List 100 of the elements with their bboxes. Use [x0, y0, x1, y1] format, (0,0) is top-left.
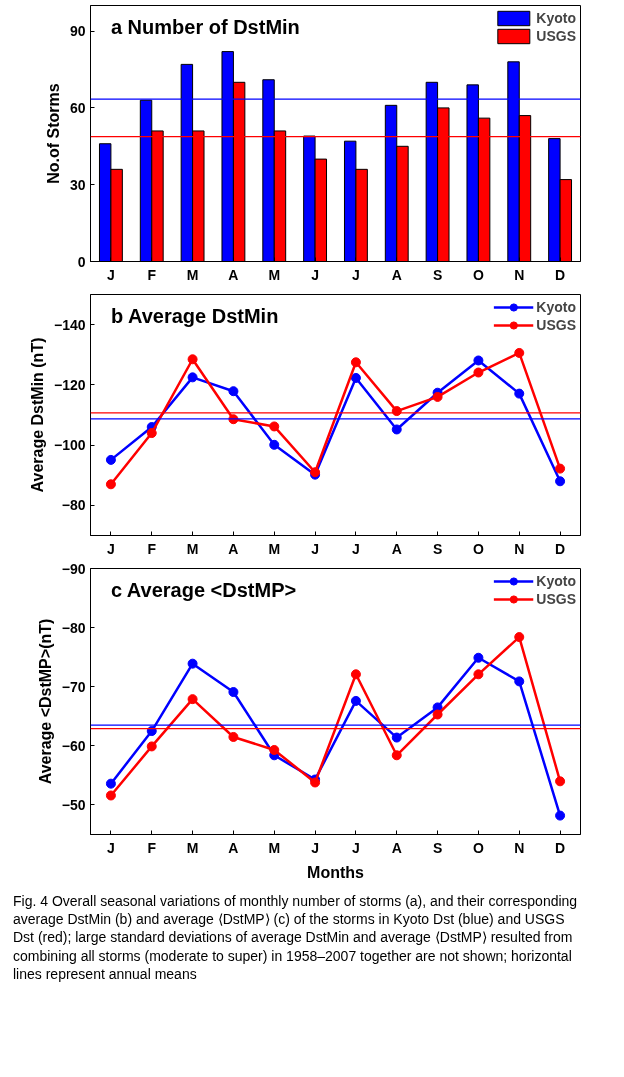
point [473, 669, 484, 680]
x-tick-label: O [472, 540, 484, 557]
x-tick-label: A [228, 540, 239, 557]
x-tick-label: D [555, 839, 566, 856]
x-tick-label: D [555, 540, 566, 557]
x-tick-label: J [107, 839, 115, 856]
y-axis-title: Average DstMin (nT) [28, 337, 46, 493]
x-tick-label: J [311, 540, 319, 557]
point [473, 367, 484, 378]
point [269, 744, 280, 755]
text: a Number of DstMin [110, 15, 300, 38]
point [228, 731, 239, 742]
y-tick-label: 60 [69, 99, 86, 116]
y-tick-label: −60 [61, 737, 86, 754]
point [391, 732, 402, 743]
point [105, 790, 116, 801]
y-tick-label: 0 [77, 253, 86, 270]
x-tick-label: J [107, 266, 115, 283]
point [105, 778, 116, 789]
x-tick-label: N [514, 266, 525, 283]
y-axis-title: No.of Storms [44, 83, 62, 184]
x-tick-label: A [228, 839, 239, 856]
x-tick-label: F [147, 266, 157, 283]
y-tick-label: −90 [61, 560, 86, 577]
point [514, 632, 525, 643]
x-tick-label: A [391, 540, 402, 557]
x-tick-label: A [391, 266, 402, 283]
point [555, 476, 566, 487]
y-tick-label: −70 [61, 678, 86, 695]
point [473, 355, 484, 366]
y-tick-label: −140 [53, 316, 86, 333]
point [473, 652, 484, 663]
point [391, 424, 402, 435]
x-axis-title: Months [307, 863, 365, 881]
x-tick-label: O [472, 839, 484, 856]
x-tick-label: F [147, 839, 157, 856]
y-tick-label: −100 [53, 437, 86, 454]
caption: Fig. 4 Overall seasonal variations of monthly number of storms (a), and their corresponding average DstMin (b) and average ⟨DstMP⟩ (c) of the storms in Kyoto Dst (blue) and USGS Dst (red); large standard deviations of average DstMin and average ⟨DstMP⟩ resulted from combining all storms (moderate to super) in 1958–2007 together are not shown; horizontal lines represent annual means [13, 892, 579, 983]
x-tick-label: M [268, 540, 281, 557]
x-tick-label: O [472, 266, 484, 283]
x-tick-label: D [555, 266, 566, 283]
point [350, 669, 361, 680]
point [555, 776, 566, 787]
point [187, 694, 198, 705]
x-tick-label: J [311, 839, 319, 856]
point [350, 695, 361, 706]
x-tick-label: S [432, 266, 443, 283]
x-tick-label: M [186, 839, 199, 856]
point [269, 421, 280, 432]
point [555, 463, 566, 474]
x-tick-label: M [268, 839, 281, 856]
text: c Average <DstMP> [110, 578, 297, 601]
y-axis-title: Average <DstMP>(nT) [36, 618, 54, 785]
x-tick-label: N [514, 540, 525, 557]
point [350, 372, 361, 383]
x-tick-label: M [268, 266, 281, 283]
x-tick-label: J [311, 266, 319, 283]
point [228, 687, 239, 698]
x-tick-label: M [186, 266, 199, 283]
x-tick-label: A [391, 839, 402, 856]
x-tick-label: N [514, 839, 525, 856]
point [146, 428, 157, 439]
x-tick-label: J [352, 540, 360, 557]
point [432, 391, 443, 402]
point [555, 810, 566, 821]
y-tick-label: −80 [61, 497, 86, 514]
y-tick-label: 30 [69, 176, 86, 193]
x-tick-label: J [352, 266, 360, 283]
point [228, 386, 239, 397]
legend-label: Kyoto [536, 299, 576, 315]
legend-label: USGS [536, 317, 576, 333]
point [350, 357, 361, 368]
point [269, 439, 280, 450]
point [105, 479, 116, 490]
x-tick-label: F [147, 540, 157, 557]
point [187, 354, 198, 365]
point [187, 372, 198, 383]
point [514, 347, 525, 358]
y-tick-label: −120 [53, 376, 86, 393]
text: b Average DstMin [110, 304, 279, 327]
point [514, 676, 525, 687]
x-tick-label: M [186, 540, 199, 557]
point [105, 454, 116, 465]
legend-label: USGS [536, 591, 576, 607]
x-tick-label: J [107, 540, 115, 557]
x-tick-label: S [432, 839, 443, 856]
point [187, 658, 198, 669]
point [432, 709, 443, 720]
legend-label: USGS [536, 28, 576, 44]
y-tick-label: −50 [61, 796, 86, 813]
x-tick-label: J [352, 839, 360, 856]
point [146, 741, 157, 752]
legend-label: Kyoto [536, 573, 576, 589]
legend-label: Kyoto [536, 10, 576, 26]
point [514, 388, 525, 399]
y-tick-label: −80 [61, 619, 86, 636]
y-tick-label: 90 [69, 23, 86, 40]
point [391, 750, 402, 761]
x-tick-label: S [432, 540, 443, 557]
x-tick-label: A [228, 266, 239, 283]
